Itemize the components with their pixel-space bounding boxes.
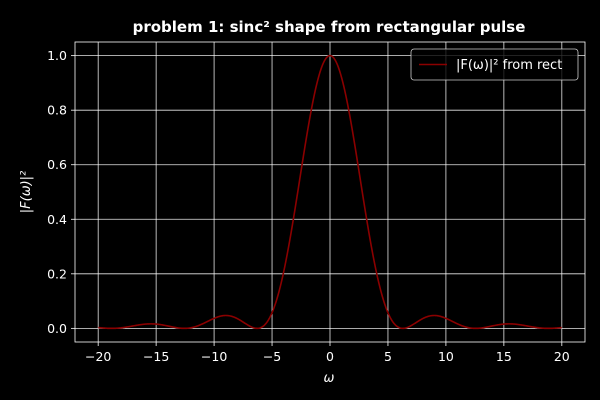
x-tick-label: −15: [143, 349, 169, 364]
x-axis-ticks: −20 −15 −10 −5 0 5 10 15 20: [85, 342, 570, 364]
legend: |F(ω)|² from rect: [410, 48, 579, 81]
x-tick-label: 5: [384, 349, 392, 364]
y-tick-label: 1.0: [47, 48, 67, 63]
x-tick-label: −10: [201, 349, 227, 364]
y-axis-label: |F(ω)|²: [19, 171, 34, 213]
x-tick-label: 10: [438, 349, 454, 364]
axes-frame: [74, 41, 586, 343]
x-tick-label: −20: [85, 349, 111, 364]
x-axis-label: ω: [324, 371, 335, 386]
legend-label: |F(ω)|² from rect: [456, 58, 562, 73]
grid: [75, 42, 585, 342]
y-tick-label: 0.2: [47, 266, 67, 281]
y-axis-ticks: 0.0 0.2 0.4 0.6 0.8 1.0: [47, 48, 75, 336]
y-tick-label: 0.4: [47, 212, 67, 227]
x-tick-label: −5: [263, 349, 281, 364]
x-tick-label: 0: [326, 349, 334, 364]
chart-title: problem 1: sinc² shape from rectangular …: [133, 18, 526, 36]
y-tick-label: 0.0: [47, 321, 67, 336]
y-tick-label: 0.6: [47, 157, 67, 172]
legend-box: [410, 48, 579, 81]
y-tick-label: 0.8: [47, 103, 67, 118]
series-line: [98, 54, 562, 330]
x-tick-label: 15: [496, 349, 512, 364]
x-tick-label: 20: [554, 349, 570, 364]
